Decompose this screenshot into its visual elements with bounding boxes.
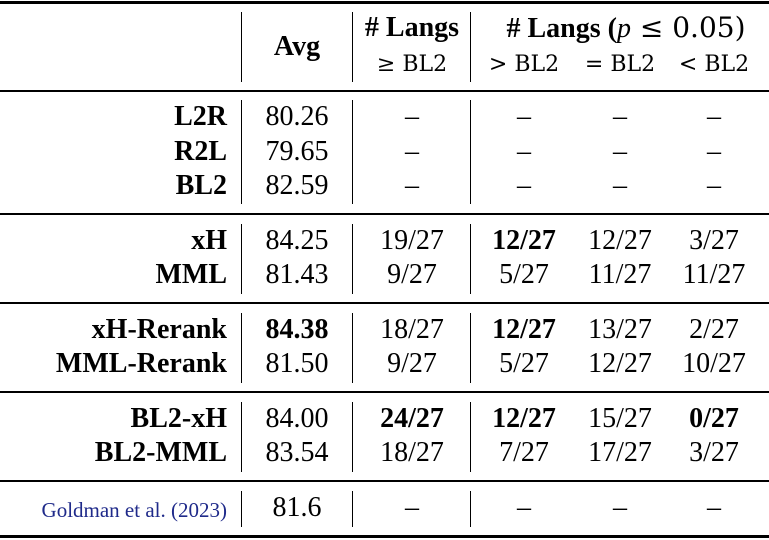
header-langs-sig-prefix: # Langs ( [506,13,617,44]
row-eq: 12/27 [588,225,652,256]
citation-avg: 81.6 [272,492,322,523]
row-lt: – [707,101,721,132]
row-ge: – [405,101,419,132]
header-sub-gt: > BL2 [488,52,560,77]
col-divider-s3-3 [470,313,471,383]
row-name: BL2-xH [130,403,227,434]
row-gt: – [517,170,531,201]
row-name: L2R [174,101,227,132]
citation-lt: – [707,492,721,523]
col-divider-s1-1 [241,100,242,204]
row-gt: 12/27 [492,314,556,345]
bottom-rule [0,535,769,538]
header-langs-ge-sub: ≥ BL2 [376,52,448,77]
col-divider-s3-1 [241,313,242,383]
row-avg: 84.25 [265,225,329,256]
col-divider-s2-3 [470,224,471,294]
row-eq: – [613,101,627,132]
row-avg: 81.50 [265,348,329,379]
header-sub-lt: < BL2 [678,52,750,77]
row-gt: 12/27 [492,403,556,434]
citation-link[interactable]: Goldman et al. (2023) [42,494,227,526]
header-p-condition: ≤ 0.05) [630,11,746,44]
row-eq: 11/27 [588,259,652,290]
row-name: MML [155,259,227,290]
col-divider-s2-2 [352,224,353,294]
col-divider-s4-2 [352,402,353,472]
row-name: MML-Rerank [55,348,227,379]
section-rule-1 [0,213,769,215]
header-langs-significance-title: # Langs (p ≤ 0.05) [506,11,746,45]
row-gt: – [517,101,531,132]
col-divider-s5-3 [470,491,471,527]
row-avg: 79.65 [265,136,329,167]
row-ge: – [405,170,419,201]
row-eq: 15/27 [588,403,652,434]
citation-gt: – [517,492,531,523]
row-lt: – [707,136,721,167]
col-divider-s3-2 [352,313,353,383]
col-divider-s5-2 [352,491,353,527]
row-eq: 13/27 [588,314,652,345]
col-divider-header-3 [470,12,471,82]
row-eq: – [613,170,627,201]
row-lt: 3/27 [689,225,739,256]
row-lt: – [707,170,721,201]
row-ge: 9/27 [387,259,437,290]
row-name: R2L [174,136,227,167]
row-ge: 18/27 [380,437,444,468]
section-rule-2 [0,302,769,304]
row-gt: 12/27 [492,225,556,256]
top-rule [0,1,769,4]
row-ge: – [405,136,419,167]
col-divider-header-2 [352,12,353,82]
row-avg: 81.43 [265,259,329,290]
row-lt: 10/27 [682,348,746,379]
citation-year: 2023 [178,498,220,522]
header-p-symbol: p [616,13,631,44]
row-avg: 80.26 [265,101,329,132]
col-divider-s1-3 [470,100,471,204]
row-avg: 82.59 [265,170,329,201]
row-ge: 19/27 [380,225,444,256]
row-name: BL2 [175,170,227,201]
citation-eq: – [613,492,627,523]
header-rule [0,90,769,92]
row-gt: 5/27 [499,348,549,379]
citation-close: ) [220,498,227,522]
row-gt: – [517,136,531,167]
row-eq: 12/27 [588,348,652,379]
row-lt: 0/27 [689,403,739,434]
header-sub-eq: = BL2 [584,52,656,77]
row-name: BL2-MML [94,437,227,468]
row-name: xH [191,225,227,256]
header-avg: Avg [273,31,321,62]
col-divider-s2-1 [241,224,242,294]
col-divider-s4-1 [241,402,242,472]
row-eq: 17/27 [588,437,652,468]
row-lt: 3/27 [689,437,739,468]
row-lt: 2/27 [689,314,739,345]
citation-ge: – [405,492,419,523]
row-ge: 9/27 [387,348,437,379]
row-avg: 84.00 [265,403,329,434]
row-eq: – [613,136,627,167]
row-ge: 24/27 [380,403,444,434]
row-lt: 11/27 [682,259,746,290]
row-gt: 5/27 [499,259,549,290]
citation-authors: Goldman et al. ( [41,498,178,522]
header-langs-ge-title: # Langs [364,12,460,43]
row-gt: 7/27 [499,437,549,468]
col-divider-s4-3 [470,402,471,472]
col-divider-header-1 [241,12,242,82]
row-ge: 18/27 [380,314,444,345]
row-avg: 84.38 [265,314,329,345]
row-avg: 83.54 [265,437,329,468]
col-divider-s1-2 [352,100,353,204]
row-name: xH-Rerank [91,314,227,345]
col-divider-s5-1 [241,491,242,527]
section-rule-4 [0,480,769,482]
section-rule-3 [0,391,769,393]
